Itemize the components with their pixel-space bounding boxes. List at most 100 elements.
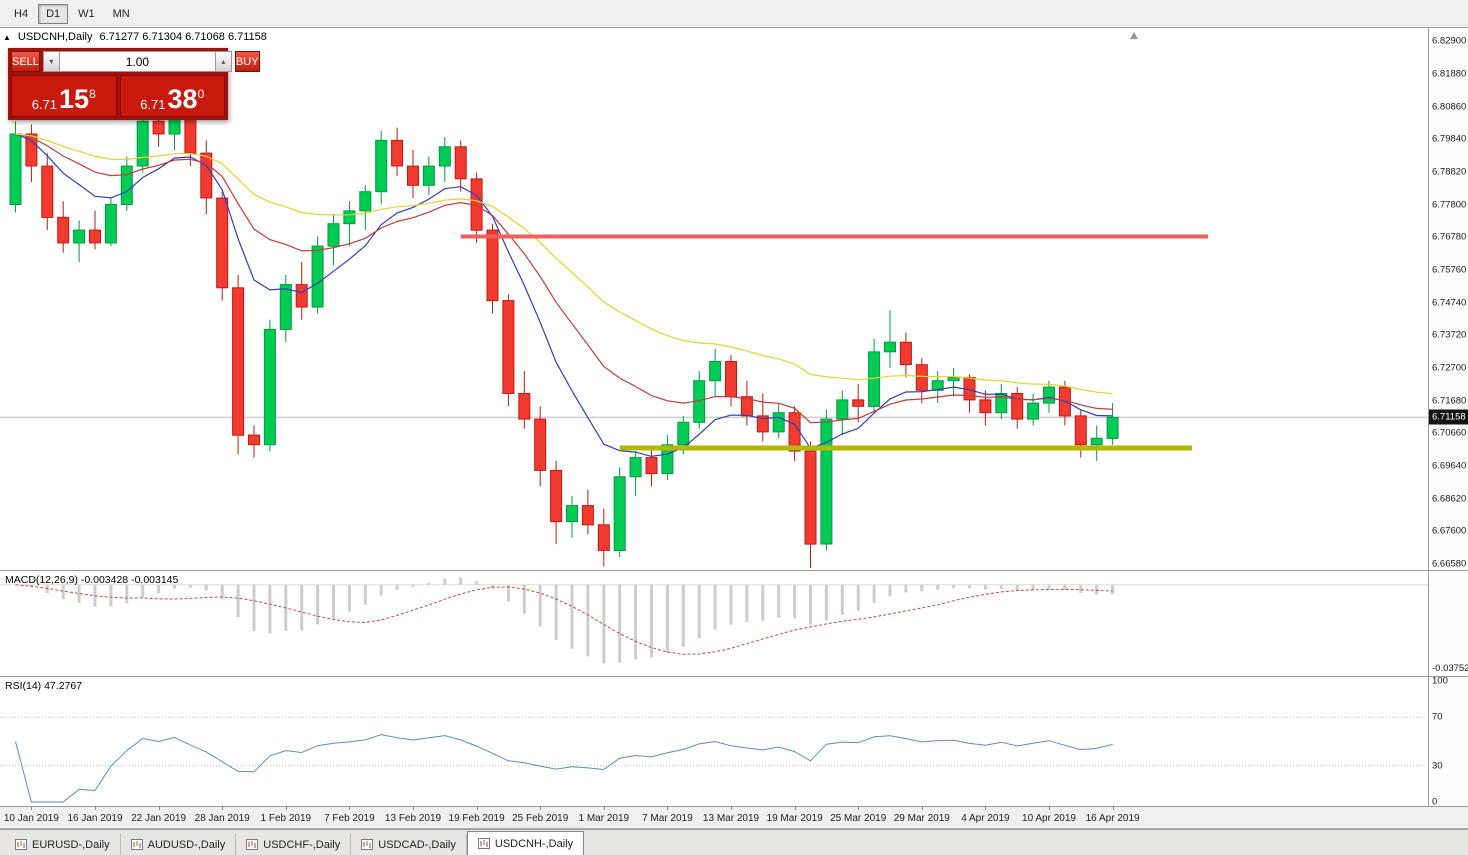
main-chart-plot[interactable]	[0, 28, 1428, 570]
date-tick	[413, 807, 414, 810]
price-axis-label: 6.71680	[1432, 395, 1467, 406]
date-label: 16 Apr 2019	[1085, 813, 1140, 824]
date-tick	[285, 807, 287, 810]
volume-control: ▾ ▴	[42, 51, 232, 72]
main-chart-panel: 6.82900 6.81880 6.80860 6.79840 6.78820 6.778…	[0, 28, 1468, 571]
date-tick	[476, 807, 478, 810]
volume-increase-button[interactable]: ▴	[214, 51, 232, 72]
price-axis-label: 6.80860	[1432, 101, 1467, 112]
price-axis-label: 6.78820	[1432, 166, 1467, 178]
macd-indicator-label: MACD(12,26,9) -0.003428 -0.003145	[5, 574, 179, 586]
chevron-up-icon: ▴	[221, 57, 226, 66]
chart-icon	[246, 839, 259, 850]
price-axis-label: 6.79840	[1432, 133, 1467, 145]
timeframe-button-w1[interactable]: W1	[70, 4, 103, 24]
date-label: 10 Apr 2019	[1022, 813, 1076, 824]
sell-price-button[interactable]: 6.71 15 8	[11, 75, 117, 117]
price-axis-label: 6.68620	[1432, 493, 1467, 505]
date-label: 16 Jan 2019	[67, 813, 123, 824]
price-axis-label: 6.75760	[1432, 264, 1467, 276]
date-label: 13 Mar 2019	[702, 813, 760, 824]
rsi-plot[interactable]	[0, 677, 1428, 806]
chart-tab-usdcad[interactable]: USDCAD-,Daily	[351, 834, 467, 855]
rsi-axis[interactable]: 100 70 30 0	[1428, 675, 1468, 808]
date-tick	[667, 807, 669, 810]
chart-symbol-label: USDCNH,Daily	[17, 31, 93, 43]
chart-tab-bar: EURUSD-,Daily AUDUSD-,Daily USDCHF-,Dail…	[0, 829, 1468, 855]
chart-tab-eurusd[interactable]: EURUSD-,Daily	[5, 834, 121, 855]
collapse-arrow-icon: ▲	[3, 32, 11, 42]
date-label: 4 Apr 2019	[961, 813, 1010, 824]
one-click-trade-panel: SELL ▾ ▴ BUY 6.71 15 8 6.71 38 0	[8, 48, 260, 120]
volume-input[interactable]	[59, 51, 215, 72]
price-axis-label: 6.82900	[1432, 35, 1467, 47]
macd-axis-min-label: -0.037529	[1432, 663, 1468, 674]
date-tick	[731, 807, 732, 810]
date-tick	[921, 807, 923, 810]
date-label: 29 Mar 2019	[893, 813, 950, 824]
chart-ohlc-values: 6.71277 6.71304 6.71068 6.71158	[99, 31, 267, 43]
date-tick	[1049, 807, 1050, 810]
buy-price-prefix: 6.71	[140, 97, 166, 113]
price-axis-label: 6.77800	[1432, 199, 1467, 210]
date-tick	[222, 807, 224, 810]
date-tick	[540, 807, 542, 810]
sell-price-point: 8	[89, 87, 96, 101]
rsi-axis-label: 70	[1432, 711, 1443, 723]
chart-icon	[130, 839, 143, 850]
chart-ohlc-label: ▲ USDCNH,Daily 6.71277 6.71304 6.71068 6…	[3, 31, 267, 43]
price-axis[interactable]: 6.82900 6.81880 6.80860 6.79840 6.78820 6.778…	[1428, 28, 1468, 570]
date-label: 7 Mar 2019	[642, 813, 693, 824]
chevron-down-icon: ▾	[49, 57, 54, 66]
rsi-axis-label: 100	[1432, 675, 1448, 687]
date-label: 25 Mar 2019	[830, 813, 887, 824]
timeframe-bar: H4 D1 W1 MN	[0, 0, 1468, 28]
buy-price-pips: 38	[167, 84, 198, 115]
price-axis-label: 6.76780	[1432, 231, 1467, 243]
chart-tab-label: USDCHF-,Daily	[263, 838, 341, 851]
date-tick	[349, 807, 351, 810]
sell-price-pips: 15	[59, 84, 90, 115]
chart-tab-label: USDCAD-,Daily	[378, 838, 456, 851]
rsi-indicator-label: RSI(14) 47.2767	[5, 680, 83, 692]
buy-button[interactable]: BUY	[234, 51, 260, 72]
date-tick	[95, 807, 96, 810]
timeframe-button-h4[interactable]: H4	[6, 4, 36, 24]
sell-price-prefix: 6.71	[31, 97, 58, 113]
volume-decrease-button[interactable]: ▾	[42, 51, 60, 72]
macd-axis[interactable]: -0.037529	[1428, 571, 1468, 676]
chart-icon	[477, 838, 490, 849]
date-label: 25 Feb 2019	[512, 813, 569, 824]
date-label: 28 Jan 2019	[194, 813, 250, 824]
buy-price-button[interactable]: 6.71 38 0	[119, 75, 225, 117]
chart-tab-usdchf[interactable]: USDCHF-,Daily	[236, 834, 352, 855]
timeframe-button-d1[interactable]: D1	[38, 3, 69, 24]
date-tick	[158, 807, 160, 810]
date-tick	[31, 807, 33, 810]
buy-price-point: 0	[197, 87, 205, 101]
chart-tab-audusd[interactable]: AUDUSD-,Daily	[121, 834, 237, 855]
date-label: 1 Mar 2019	[578, 813, 630, 824]
macd-plot[interactable]	[0, 571, 1428, 676]
date-tick	[794, 807, 796, 810]
price-axis-label: 6.73720	[1432, 329, 1467, 341]
date-tick	[1112, 807, 1114, 810]
chart-tab-usdcnh[interactable]: USDCNH-,Daily	[466, 831, 585, 855]
scroll-marker-icon	[1130, 32, 1138, 39]
price-axis-label: 6.70660	[1432, 427, 1467, 439]
chart-tab-label: USDCNH-,Daily	[494, 837, 574, 850]
date-label: 19 Feb 2019	[448, 813, 505, 824]
price-axis-label: 6.69640	[1432, 460, 1467, 472]
date-axis[interactable]: 10 Jan 2019 16 Jan 2019 22 Jan 2019 28 Jan …	[0, 807, 1468, 829]
date-label: 13 Feb 2019	[384, 813, 442, 824]
rsi-panel: 100 70 30 0 RSI(14) 47.2767	[0, 675, 1468, 808]
chart-icon	[15, 839, 27, 850]
date-tick	[858, 807, 860, 810]
price-axis-label: 6.81880	[1432, 68, 1467, 80]
current-price-tag: 6.71158	[1429, 409, 1468, 425]
date-tick	[985, 807, 987, 810]
timeframe-button-mn[interactable]: MN	[105, 4, 138, 24]
date-label: 22 Jan 2019	[131, 813, 187, 824]
sell-button[interactable]: SELL	[11, 51, 40, 72]
